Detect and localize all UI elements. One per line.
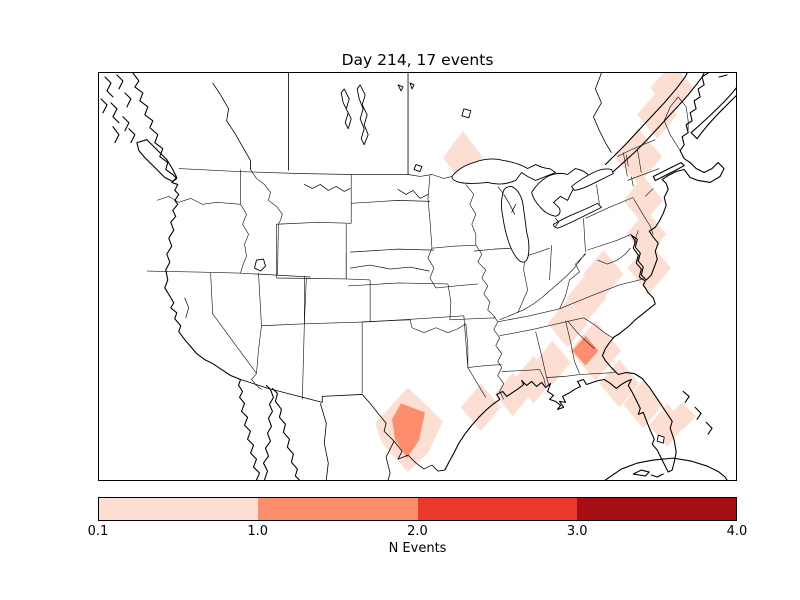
st-clair-river bbox=[555, 217, 559, 227]
event-patch-light-9 bbox=[547, 299, 588, 348]
colorbar-tick-0.1: 0.1 bbox=[87, 524, 109, 539]
colorbar-label: N Events bbox=[388, 541, 447, 556]
colorbar-tick-2.0: 2.0 bbox=[407, 524, 428, 539]
state-borders bbox=[146, 96, 689, 400]
alaska-panhandle-islands bbox=[100, 74, 136, 144]
lake-winnipegosis bbox=[340, 88, 352, 130]
event-patch-light-6 bbox=[627, 242, 672, 294]
lake-erie bbox=[553, 202, 602, 229]
small-canadian-lakes bbox=[397, 82, 415, 92]
pacific-coast bbox=[132, 73, 242, 381]
cuba bbox=[604, 457, 728, 480]
event-patch-medium-1 bbox=[392, 403, 425, 459]
sacramento-river bbox=[184, 297, 190, 319]
lake-of-the-woods bbox=[413, 164, 423, 172]
vancouver-island bbox=[136, 139, 178, 183]
event-patches bbox=[375, 73, 697, 473]
colorbar-tick-1.0: 1.0 bbox=[247, 524, 269, 539]
lake-ontario bbox=[571, 168, 614, 191]
lake-superior bbox=[451, 158, 557, 185]
event-patch-light-3 bbox=[614, 128, 663, 185]
map-canvas bbox=[100, 73, 736, 480]
long-island bbox=[652, 162, 685, 182]
coastline bbox=[100, 73, 736, 480]
lake-huron bbox=[531, 168, 590, 217]
great-lakes bbox=[254, 82, 665, 444]
colorbar-segment-0 bbox=[99, 498, 259, 520]
lake-nipigon bbox=[461, 108, 472, 119]
bahamas bbox=[650, 390, 713, 478]
st-lawrence bbox=[604, 73, 705, 173]
map-axes bbox=[98, 72, 737, 481]
nova-scotia bbox=[690, 74, 736, 140]
lake-michigan bbox=[501, 185, 530, 263]
colorbar-segment-2 bbox=[417, 498, 577, 520]
gulf-atlantic-coast bbox=[444, 73, 725, 473]
rivers bbox=[184, 184, 430, 319]
platte-river bbox=[349, 264, 430, 272]
event-patch-light-0 bbox=[442, 130, 483, 185]
great-salt-lake bbox=[254, 258, 266, 272]
plot-title: Day 214, 17 events bbox=[341, 51, 494, 69]
missouri-river bbox=[304, 184, 429, 199]
lake-okeechobee bbox=[656, 434, 665, 444]
colorbar-tick-4.0: 4.0 bbox=[726, 524, 748, 539]
baja-coast bbox=[238, 378, 300, 480]
canada-mexico-borders bbox=[212, 73, 612, 480]
green-bay bbox=[503, 194, 517, 215]
event-patch-light-18 bbox=[460, 383, 501, 432]
colorbar bbox=[98, 497, 737, 521]
colorbar-segment-1 bbox=[258, 498, 418, 520]
colorbar-tick-3.0: 3.0 bbox=[566, 524, 588, 539]
colorbar-segment-3 bbox=[576, 498, 736, 520]
lake-winnipeg bbox=[356, 84, 369, 146]
